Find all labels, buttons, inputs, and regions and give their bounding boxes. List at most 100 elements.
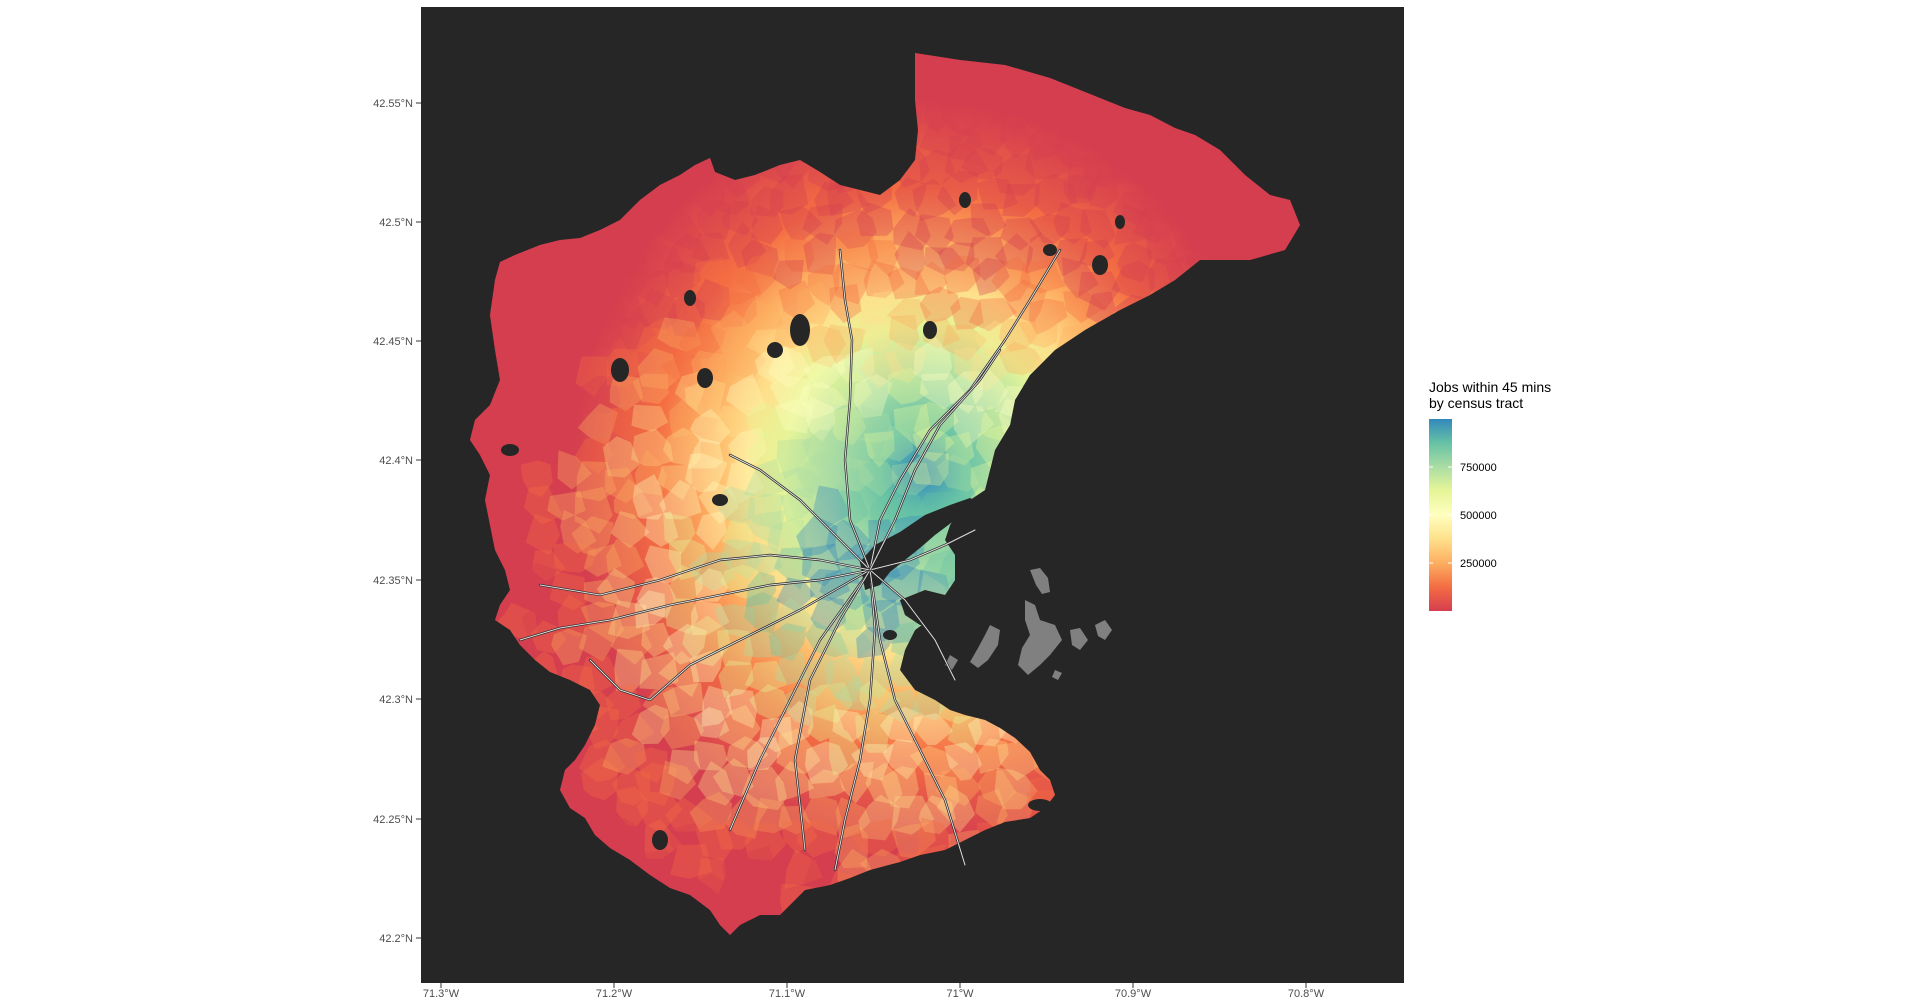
census-tract — [829, 730, 863, 776]
census-tract — [823, 324, 866, 364]
census-tract — [856, 405, 894, 443]
census-tract — [547, 490, 586, 521]
census-tract — [954, 347, 984, 382]
census-tract — [1173, 179, 1217, 223]
census-tract — [780, 488, 815, 522]
census-tract — [639, 652, 679, 690]
census-tract — [850, 818, 899, 857]
census-tract — [936, 768, 982, 807]
lake — [1043, 244, 1057, 256]
transit-line — [869, 569, 966, 866]
census-tract — [632, 474, 667, 520]
census-tract — [551, 343, 590, 388]
census-tract — [581, 268, 626, 300]
census-tract — [973, 70, 1006, 106]
census-tract — [977, 177, 1018, 210]
census-tract — [834, 209, 877, 249]
census-tract — [1191, 157, 1225, 191]
census-tract — [912, 426, 955, 462]
census-tract — [839, 490, 869, 529]
census-tract — [858, 459, 899, 497]
harbor-island — [1018, 600, 1062, 675]
census-tract — [697, 199, 731, 240]
census-tract — [606, 539, 645, 579]
census-tract — [1170, 213, 1208, 253]
census-tract — [612, 712, 655, 749]
census-tract — [691, 600, 730, 636]
census-tract — [521, 341, 554, 373]
census-tract — [693, 707, 730, 739]
census-tract — [998, 315, 1037, 352]
census-tract — [1111, 260, 1156, 301]
census-tract — [694, 568, 728, 602]
census-tract — [799, 381, 848, 420]
census-tract — [1108, 147, 1145, 184]
census-tract — [784, 849, 823, 889]
census-tract — [919, 148, 955, 186]
census-tract — [950, 296, 984, 330]
census-tract — [776, 438, 812, 480]
census-tract — [776, 577, 816, 612]
census-tract — [994, 767, 1038, 810]
census-tract — [659, 760, 697, 800]
census-tract — [1063, 174, 1099, 204]
census-tract — [880, 425, 914, 462]
census-tract — [865, 762, 903, 805]
census-tract — [1192, 201, 1227, 246]
census-tract — [692, 176, 724, 218]
census-tract — [994, 233, 1034, 272]
census-tract — [858, 794, 901, 841]
census-tract — [632, 373, 669, 404]
y-axis-tick-label: 42.2°N — [379, 933, 413, 945]
census-tract — [631, 428, 674, 467]
census-tract — [770, 597, 817, 633]
census-tract — [631, 704, 670, 745]
census-tract — [803, 232, 836, 275]
census-tract — [688, 552, 736, 592]
census-tract — [715, 904, 760, 935]
census-tract — [1034, 173, 1078, 216]
lake — [611, 358, 629, 382]
transit-line — [519, 569, 871, 641]
census-tract — [936, 784, 976, 833]
census-tract — [769, 375, 812, 418]
census-tract — [1102, 126, 1152, 160]
census-tract — [697, 761, 735, 806]
census-tract — [682, 615, 732, 667]
census-tract — [608, 237, 650, 278]
census-tract — [753, 797, 793, 834]
census-tract — [745, 402, 789, 441]
census-tract — [602, 436, 640, 478]
census-tract — [825, 452, 876, 493]
census-tract — [917, 817, 952, 859]
census-tract — [626, 199, 673, 241]
census-tract — [579, 375, 622, 414]
census-tract — [745, 541, 783, 576]
census-tract — [814, 181, 854, 217]
census-tract — [642, 686, 680, 720]
census-tract — [553, 541, 597, 573]
census-tract — [555, 380, 588, 414]
census-tract — [549, 400, 584, 441]
census-tract — [659, 173, 695, 211]
census-tract — [494, 397, 527, 437]
y-axis-tick-label: 42.55°N — [373, 98, 413, 110]
census-tract — [943, 254, 981, 294]
census-tract — [993, 153, 1036, 196]
census-tract — [1136, 122, 1173, 155]
census-tract — [587, 239, 619, 278]
census-tract — [720, 539, 764, 580]
census-tract — [616, 314, 657, 355]
census-tract — [970, 203, 1007, 238]
census-tract — [838, 595, 875, 631]
census-tract — [830, 619, 875, 658]
census-tract — [718, 178, 751, 215]
lake — [697, 368, 713, 388]
census-tract — [1000, 217, 1043, 251]
census-tract — [1063, 291, 1107, 323]
census-tract — [801, 430, 839, 468]
census-tract — [751, 204, 784, 245]
census-tract — [1062, 257, 1099, 299]
legend-title-line1: Jobs within 45 mins — [1429, 379, 1551, 395]
transit-line — [729, 569, 871, 831]
